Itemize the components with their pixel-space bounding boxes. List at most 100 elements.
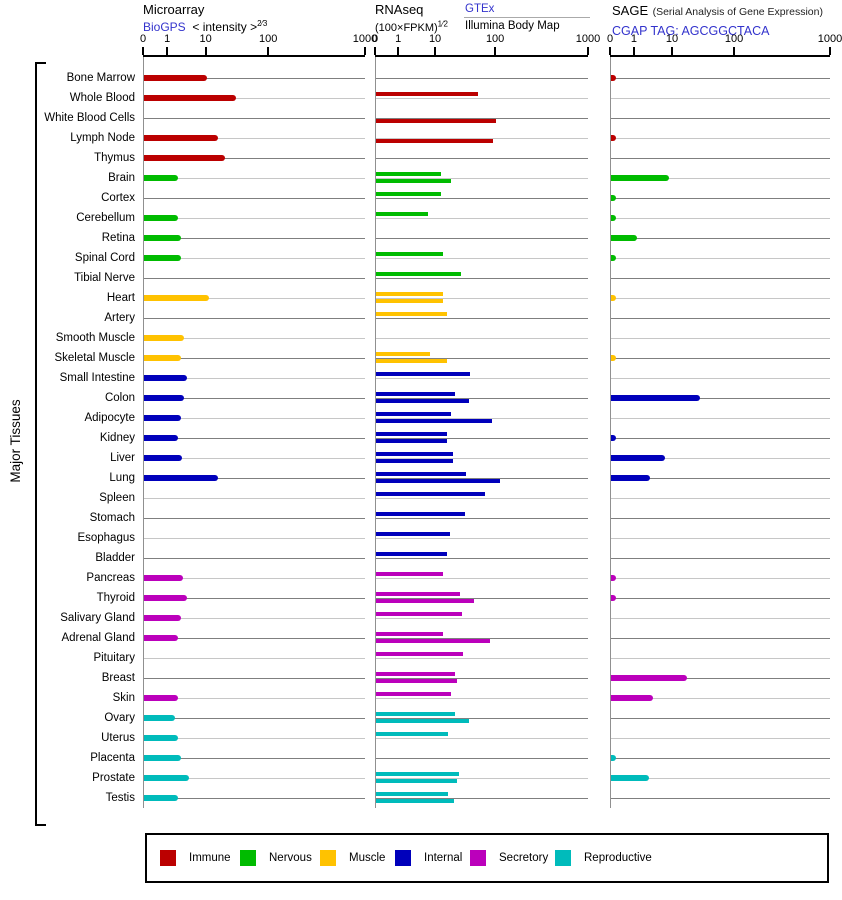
bar-sage <box>611 455 665 461</box>
bar-rnaseq-illumina <box>376 119 496 123</box>
legend-item-internal: Internal <box>395 850 462 866</box>
rnaseq-grid-line <box>376 378 588 379</box>
tissue-label: Thymus <box>94 152 135 164</box>
bar-rnaseq-illumina <box>376 359 447 363</box>
bar-rnaseq-illumina <box>376 139 493 143</box>
sage-grid-line <box>611 218 830 219</box>
bar-rnaseq-gtex <box>376 272 461 276</box>
tissue-bracket-top-arm <box>35 62 46 64</box>
microarray-grid-line <box>144 238 365 239</box>
reproductive-label: Reproductive <box>584 852 652 864</box>
bar-rnaseq-gtex <box>376 492 485 496</box>
bar-microarray <box>144 635 178 641</box>
sage-grid-line <box>611 738 830 739</box>
tissue-label: Uterus <box>101 732 135 744</box>
internal-label: Internal <box>424 852 463 864</box>
tissue-label: Brain <box>108 172 135 184</box>
gtex-link[interactable]: GTEx <box>465 3 495 15</box>
cgap-tag-link[interactable]: CGAP TAG: AGCGGCTACA <box>612 24 770 38</box>
bar-rnaseq-illumina <box>376 459 453 463</box>
bar-sage <box>611 595 616 601</box>
microarray-grid-line <box>144 198 365 199</box>
sage-grid-line <box>611 338 830 339</box>
rnaseq-tick-mark <box>397 47 400 55</box>
microarray-tick-label: 1 <box>164 33 171 45</box>
tissue-label: Esophagus <box>77 532 135 544</box>
bar-microarray <box>144 375 187 381</box>
bar-rnaseq-gtex <box>376 192 441 196</box>
microarray-grid-line <box>144 158 365 159</box>
sage-grid-line <box>611 78 830 79</box>
bar-sage <box>611 435 616 441</box>
tissue-label: Retina <box>101 232 135 244</box>
muscle-swatch <box>320 850 336 866</box>
tissue-label: Breast <box>101 672 135 684</box>
bar-rnaseq-illumina <box>376 719 469 723</box>
rnaseq-tick-mark <box>434 47 437 55</box>
bar-sage <box>611 475 650 481</box>
tissue-label: Adrenal Gland <box>61 632 135 644</box>
tissue-label: Pancreas <box>86 572 135 584</box>
rnaseq-grid-line <box>376 798 588 799</box>
bar-rnaseq-illumina <box>376 779 457 783</box>
sage-grid-line <box>611 358 830 359</box>
bar-sage <box>611 755 616 761</box>
legend-item-secretory: Secretory <box>470 850 548 866</box>
biogps-link[interactable]: BioGPS <box>143 20 186 34</box>
sage-grid-line <box>611 298 830 299</box>
microarray-exponent: 2⁄3 <box>257 19 268 28</box>
bar-rnaseq-illumina <box>376 679 457 683</box>
bar-rnaseq-illumina <box>376 599 474 603</box>
bar-rnaseq-gtex <box>376 572 443 576</box>
bar-microarray <box>144 75 207 81</box>
microarray-subtitle: < intensity >2⁄3 <box>192 19 268 34</box>
bar-microarray <box>144 415 181 421</box>
sage-grid-line <box>611 518 830 519</box>
bar-rnaseq-illumina <box>376 179 451 183</box>
rnaseq-grid-line <box>376 418 588 419</box>
microarray-grid-line <box>144 178 365 179</box>
tissue-label: Skeletal Muscle <box>54 352 135 364</box>
rnaseq-grid-line <box>376 438 588 439</box>
rnaseq-grid-line <box>376 738 588 739</box>
sage-tick-mark <box>609 47 611 55</box>
bar-sage <box>611 195 616 201</box>
bar-microarray <box>144 735 178 741</box>
tissue-label: Tibial Nerve <box>74 272 135 284</box>
sage-grid-line <box>611 318 830 319</box>
bar-microarray <box>144 135 218 141</box>
bar-microarray <box>144 95 236 101</box>
bar-microarray <box>144 335 184 341</box>
microarray-grid-line <box>144 598 365 599</box>
legend-item-immune: Immune <box>160 850 231 866</box>
microarray-tick-label: 100 <box>259 33 278 45</box>
microarray-grid-line <box>144 258 365 259</box>
bar-sage <box>611 215 616 221</box>
rnaseq-tick-label: 100 <box>485 33 505 45</box>
bar-rnaseq-gtex <box>376 432 447 436</box>
bar-rnaseq-gtex <box>376 672 455 676</box>
bar-rnaseq-gtex <box>376 212 428 216</box>
bar-rnaseq-gtex <box>376 372 470 376</box>
sage-grid-line <box>611 618 830 619</box>
bar-microarray <box>144 235 181 241</box>
microarray-grid-line <box>144 438 365 439</box>
sage-axis-line <box>610 55 830 57</box>
tissue-label: Ovary <box>104 712 135 724</box>
bar-microarray <box>144 755 181 761</box>
bar-rnaseq-illumina <box>376 479 500 483</box>
sage-panel-edge <box>610 57 611 808</box>
tissue-label: Cerebellum <box>76 212 135 224</box>
microarray-grid-line <box>144 458 365 459</box>
sage-grid-line <box>611 658 830 659</box>
bar-rnaseq-illumina <box>376 299 443 303</box>
bar-microarray <box>144 175 178 181</box>
sage-grid-line <box>611 778 830 779</box>
rnaseq-grid-line <box>376 678 588 679</box>
bar-rnaseq-gtex <box>376 412 451 416</box>
rnaseq-axis-line <box>375 55 588 57</box>
tissue-label: Spleen <box>99 492 135 504</box>
bar-microarray <box>144 795 178 801</box>
rnaseq-exponent: 1⁄2 <box>437 19 448 28</box>
tissue-label: Bone Marrow <box>66 72 135 84</box>
